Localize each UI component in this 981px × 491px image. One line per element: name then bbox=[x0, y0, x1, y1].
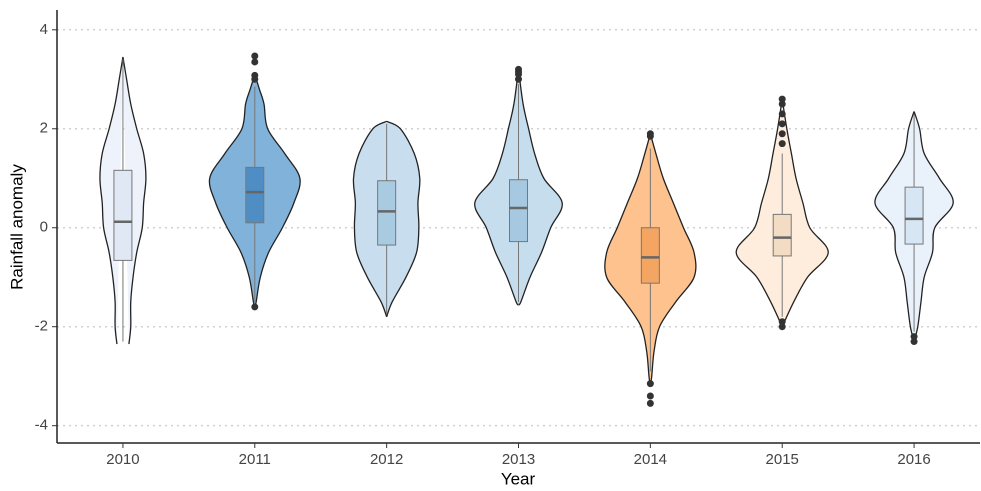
x-axis-label: Year bbox=[501, 469, 536, 488]
outlier bbox=[646, 399, 654, 407]
violin-half bbox=[649, 133, 697, 387]
outlier bbox=[251, 52, 259, 60]
violin-half bbox=[781, 98, 829, 327]
box bbox=[904, 186, 924, 245]
x-tick-label: 2015 bbox=[766, 451, 799, 468]
x-tick-label: 2014 bbox=[634, 451, 667, 468]
y-tick-label: -2 bbox=[35, 318, 48, 335]
y-tick-label: 0 bbox=[40, 219, 48, 236]
box bbox=[640, 227, 660, 284]
box bbox=[772, 213, 792, 257]
outlier bbox=[778, 318, 786, 326]
outlier bbox=[910, 338, 918, 346]
outlier bbox=[910, 333, 918, 341]
outlier bbox=[251, 303, 259, 311]
y-tick-label: -4 bbox=[35, 417, 48, 434]
y-tick-label: 2 bbox=[40, 120, 48, 137]
violin-half bbox=[735, 98, 783, 327]
violin-half bbox=[386, 120, 421, 318]
outlier bbox=[515, 70, 522, 78]
violin-half bbox=[99, 56, 124, 345]
outlier bbox=[646, 132, 654, 140]
violin-half bbox=[122, 56, 147, 345]
outlier bbox=[778, 110, 786, 118]
violin-half bbox=[517, 69, 563, 306]
box bbox=[377, 180, 397, 246]
box bbox=[113, 169, 133, 261]
outlier bbox=[778, 100, 786, 108]
y-tick-label: 4 bbox=[40, 21, 48, 38]
y-axis-label: Rainfall anomaly bbox=[7, 164, 26, 290]
outlier bbox=[778, 95, 786, 103]
violin-half bbox=[208, 74, 256, 308]
outlier bbox=[251, 75, 259, 83]
outlier bbox=[778, 323, 786, 331]
x-tick-label: 2010 bbox=[106, 451, 139, 468]
box bbox=[245, 166, 265, 224]
outlier bbox=[515, 75, 522, 83]
violin-half bbox=[474, 69, 520, 306]
outlier bbox=[778, 140, 786, 148]
violin-half bbox=[913, 111, 954, 342]
outlier bbox=[778, 120, 786, 128]
violin-half bbox=[874, 111, 915, 342]
x-tick-label: 2011 bbox=[239, 451, 271, 468]
outlier bbox=[646, 380, 654, 388]
x-tick-label: 2012 bbox=[370, 451, 403, 468]
outlier bbox=[646, 392, 654, 400]
x-tick-label: 2016 bbox=[897, 451, 930, 468]
outlier bbox=[251, 58, 259, 66]
violin-half bbox=[254, 74, 301, 308]
x-tick-label: 2013 bbox=[502, 451, 535, 468]
box bbox=[509, 179, 528, 243]
violin-half bbox=[352, 120, 388, 318]
violin-half bbox=[604, 133, 652, 387]
outlier bbox=[778, 130, 786, 138]
